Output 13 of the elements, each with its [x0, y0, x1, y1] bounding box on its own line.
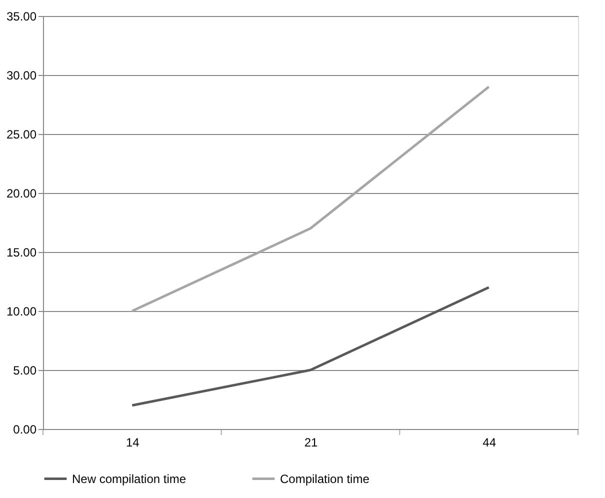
y-tick-label: 25.00 — [6, 128, 37, 142]
legend-label: New compilation time — [72, 472, 186, 486]
y-tick-label: 10.00 — [6, 304, 37, 318]
y-tick-label: 20.00 — [6, 186, 37, 200]
y-tick-label: 5.00 — [13, 364, 37, 378]
x-tick-label: 21 — [304, 436, 318, 450]
x-tick-label: 44 — [482, 436, 496, 450]
legend-label: Compilation time — [280, 472, 370, 486]
y-tick-label: 35.00 — [6, 10, 37, 24]
y-tick-label: 0.00 — [13, 422, 37, 436]
x-tick-label: 14 — [126, 436, 140, 450]
y-tick-label: 15.00 — [6, 246, 37, 260]
y-tick-label: 30.00 — [6, 68, 37, 82]
